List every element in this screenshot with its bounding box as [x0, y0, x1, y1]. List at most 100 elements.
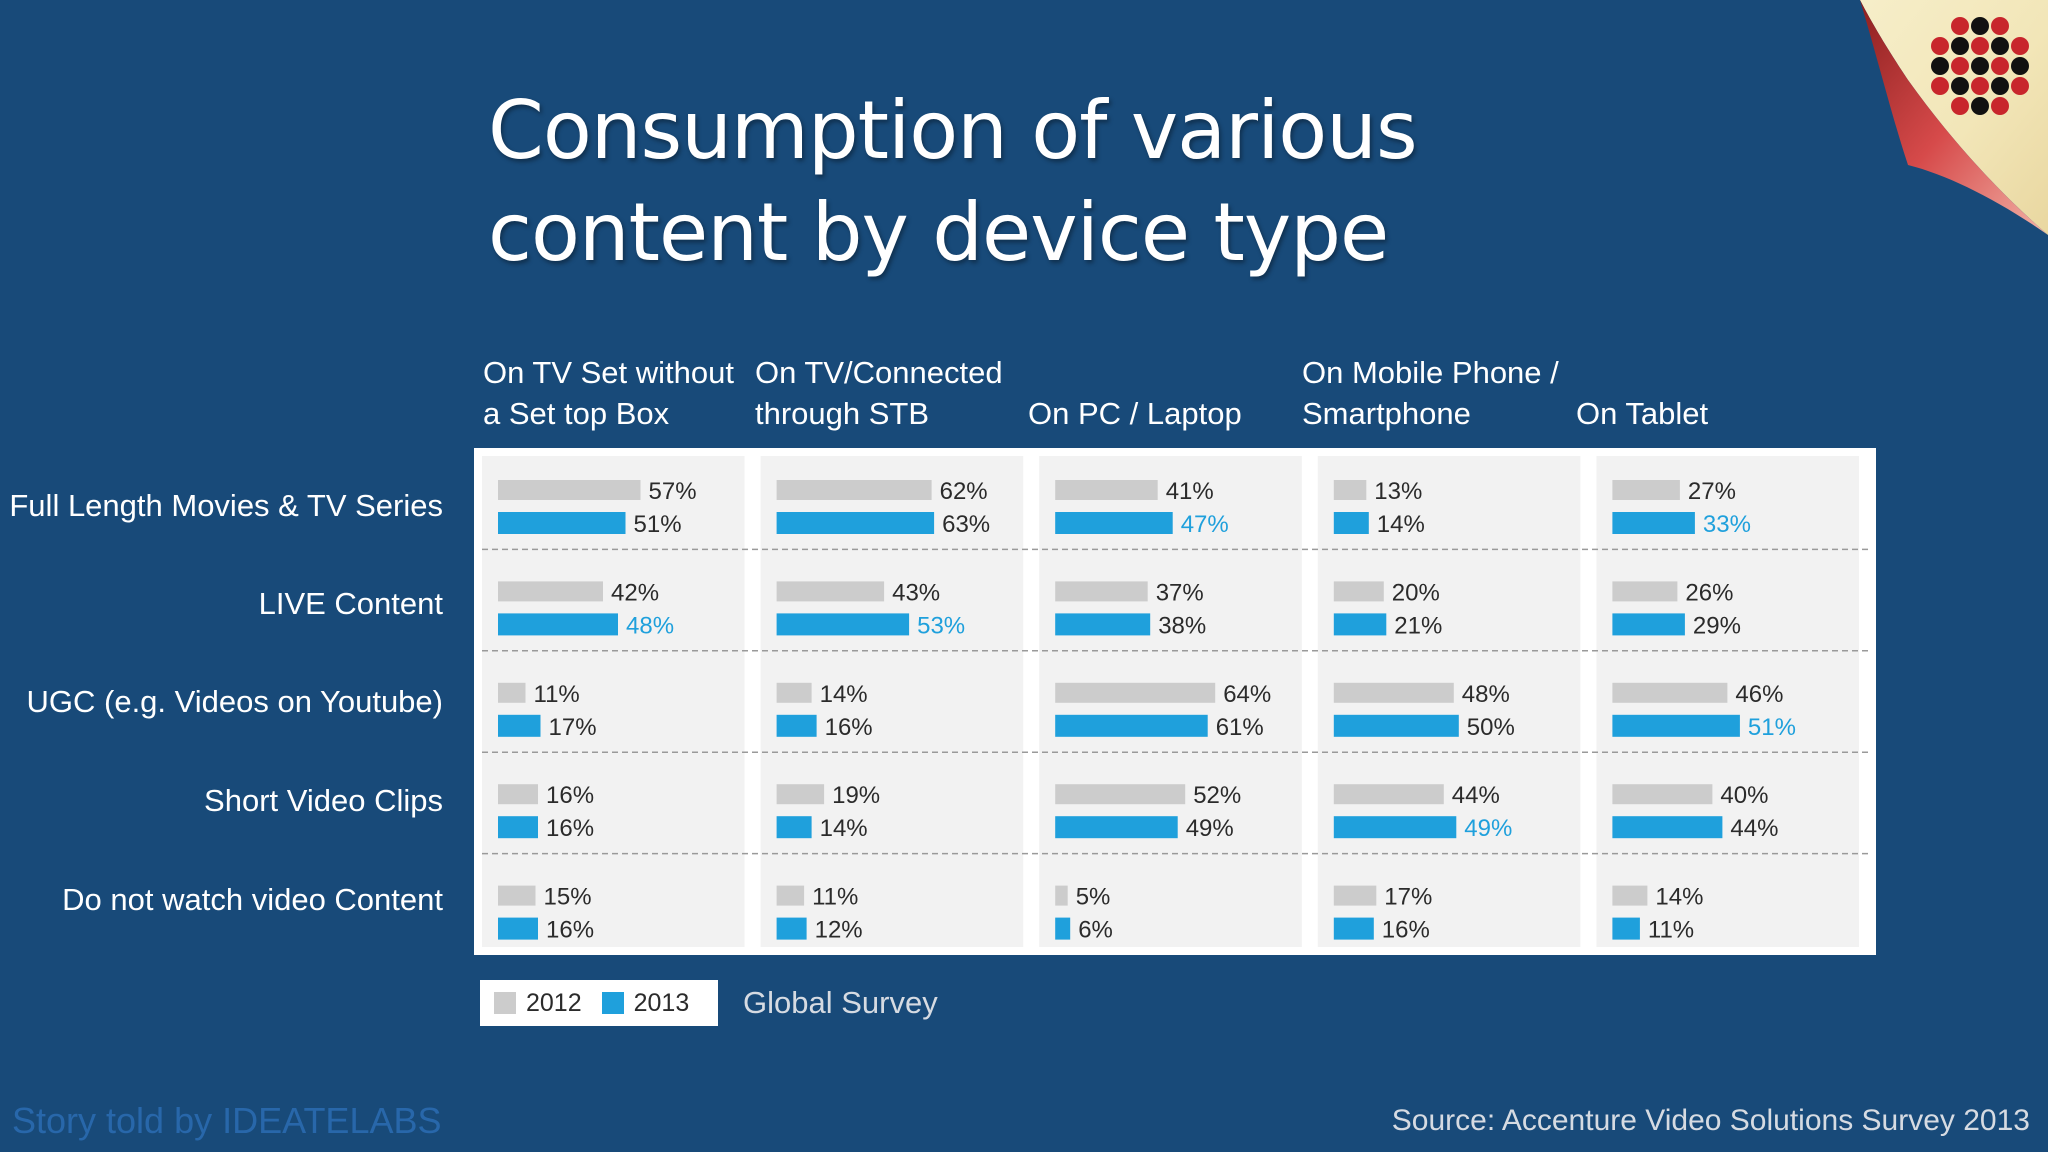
- column-header-line: a Set top Box: [483, 396, 670, 431]
- data-label-2013: 16%: [825, 714, 873, 741]
- data-label-2013: 11%: [1648, 917, 1694, 944]
- data-label-2012: 11%: [534, 681, 580, 708]
- data-label-2012: 16%: [546, 782, 594, 809]
- data-label-2012: 64%: [1223, 681, 1271, 708]
- bar-2012: [1333, 480, 1367, 500]
- bar-2013: [1612, 816, 1723, 839]
- data-label-2013: 16%: [546, 815, 594, 842]
- bar-2012: [1055, 682, 1216, 703]
- data-label-2013: 53%: [917, 612, 965, 639]
- data-label-2012: 14%: [1655, 884, 1703, 911]
- logo-dot: [2011, 57, 2029, 75]
- bar-2013: [1333, 816, 1457, 839]
- bar-2013: [1055, 816, 1178, 839]
- bar-2012: [498, 480, 641, 500]
- bar-2013: [1333, 917, 1374, 940]
- data-label-2012: 40%: [1720, 782, 1768, 809]
- bar-2012: [1055, 581, 1148, 602]
- column-header-line: through STB: [755, 396, 930, 431]
- data-label-2012: 43%: [892, 579, 940, 606]
- column-header-tv-no-stb: On TV Set without a Set top Box: [483, 352, 743, 434]
- bar-2013: [776, 816, 812, 839]
- data-label-2013: 6%: [1078, 917, 1113, 944]
- column-header-line: Smartphone: [1302, 396, 1471, 431]
- column-header-pc: On PC / Laptop: [1028, 352, 1288, 434]
- bar-2013: [498, 816, 538, 839]
- data-label-2013: 14%: [1377, 511, 1425, 538]
- column-header-tv-stb: On TV/Connected through STB: [755, 352, 1015, 434]
- chart-panel: 57% 51% 62% 63% 41% 47% 13% 14% 27% 33% 42% 48% 43% 5…: [474, 448, 1876, 955]
- bar-2012: [498, 581, 603, 602]
- data-label-2013: 50%: [1467, 714, 1515, 741]
- bar-2012: [776, 885, 805, 906]
- page-title: Consumption of various content by device…: [488, 84, 1418, 279]
- column-header-line: On Mobile Phone /: [1302, 355, 1559, 390]
- legend-swatch-2012: [494, 992, 516, 1014]
- bar-2012: [776, 784, 825, 805]
- logo-dot: [1971, 57, 1989, 75]
- data-label-2012: 13%: [1374, 478, 1422, 505]
- bar-2012: [1612, 682, 1728, 703]
- bar-2013: [1612, 512, 1695, 534]
- data-label-2012: 42%: [611, 579, 659, 606]
- legend-label-2012: 2012: [526, 988, 582, 1017]
- bar-chart-grid: 57% 51% 62% 63% 41% 47% 13% 14% 27% 33% 42% 48% 43% 5…: [482, 456, 1868, 947]
- data-label-2013: 44%: [1730, 815, 1778, 842]
- row-label-short-clips: Short Video Clips: [204, 783, 443, 818]
- bar-2012: [776, 682, 812, 703]
- source-text: Source: Accenture Video Solutions Survey…: [1391, 1104, 2030, 1137]
- row-label-live: LIVE Content: [258, 586, 443, 621]
- data-label-2012: 44%: [1452, 782, 1500, 809]
- bar-2013: [498, 613, 618, 636]
- data-label-2012: 41%: [1166, 478, 1214, 505]
- bar-2013: [1612, 613, 1685, 636]
- bar-2012: [1612, 480, 1680, 500]
- logo-dot: [1971, 37, 1989, 55]
- data-label-2012: 52%: [1193, 782, 1241, 809]
- logo-dot: [1971, 97, 1989, 115]
- bar-2013: [1333, 714, 1459, 737]
- data-label-2013: 61%: [1216, 714, 1264, 741]
- credit-text: Story told by IDEATELABS: [12, 1100, 442, 1141]
- legend-swatch-2013: [601, 992, 624, 1014]
- legend-label-2013: 2013: [633, 988, 690, 1017]
- bar-2013: [498, 714, 541, 737]
- logo-dot: [1951, 37, 1969, 55]
- bar-2013: [776, 714, 817, 737]
- bar-2012: [1055, 480, 1158, 500]
- bar-2012: [1333, 682, 1454, 703]
- data-label-2012: 48%: [1462, 681, 1510, 708]
- column-header-line: On TV Set without: [483, 355, 734, 390]
- bar-2012: [1333, 581, 1384, 602]
- bar-2013: [776, 613, 910, 636]
- data-label-2013: 49%: [1186, 815, 1234, 842]
- logo-dot: [1991, 37, 2009, 55]
- data-label-2012: 27%: [1688, 478, 1736, 505]
- bar-2012: [1333, 885, 1377, 906]
- logo-dot: [1971, 77, 1989, 95]
- data-label-2013: 48%: [626, 612, 674, 639]
- logo-dot: [1951, 57, 1969, 75]
- data-label-2012: 15%: [544, 884, 592, 911]
- column-header-line: On PC / Laptop: [1028, 396, 1242, 431]
- bar-2013: [776, 512, 935, 534]
- data-label-2012: 46%: [1735, 681, 1783, 708]
- data-label-2012: 20%: [1392, 579, 1440, 606]
- data-label-2013: 21%: [1394, 612, 1442, 639]
- column-header-tablet: On Tablet: [1576, 352, 1836, 434]
- bar-2013: [1055, 917, 1071, 940]
- legend: 2012 2013: [480, 980, 718, 1026]
- data-label-2012: 14%: [820, 681, 868, 708]
- data-label-2012: 57%: [649, 478, 697, 505]
- bar-2012: [498, 885, 536, 906]
- logo-dot: [1991, 97, 2009, 115]
- logo-dot: [1931, 57, 1949, 75]
- bar-2013: [1055, 714, 1208, 737]
- row-label-movies: Full Length Movies & TV Series: [9, 488, 443, 523]
- data-label-2013: 47%: [1181, 511, 1229, 538]
- data-label-2013: 29%: [1693, 612, 1741, 639]
- data-label-2013: 14%: [820, 815, 868, 842]
- data-label-2013: 16%: [1382, 917, 1430, 944]
- row-label-ugc: UGC (e.g. Videos on Youtube): [26, 684, 444, 719]
- logo-dot: [1951, 17, 1969, 35]
